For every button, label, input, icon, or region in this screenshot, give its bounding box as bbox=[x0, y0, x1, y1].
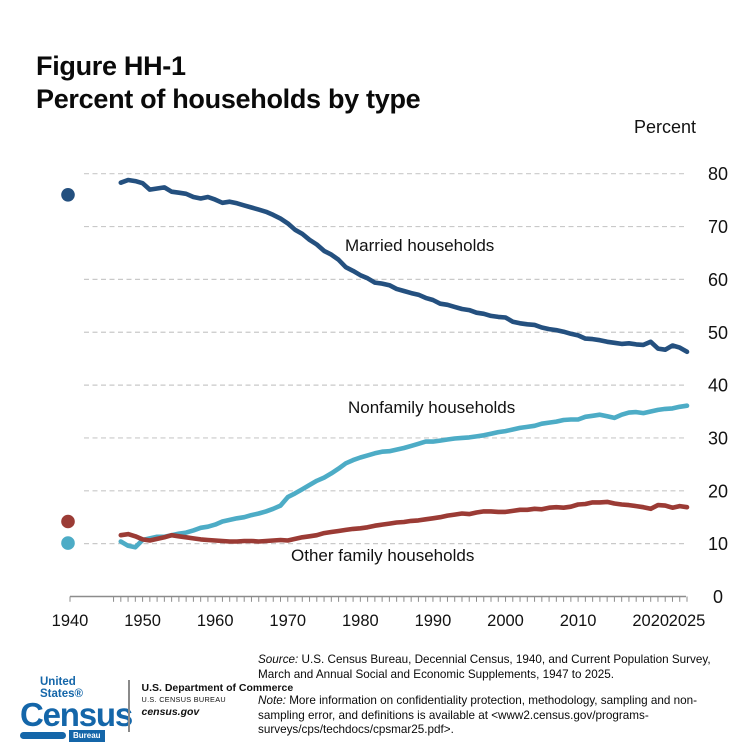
census-1940-dot-other-family-households bbox=[61, 514, 75, 529]
x-tick-label-1960: 1960 bbox=[197, 612, 234, 630]
y-tick-label-0: 0 bbox=[713, 587, 723, 607]
logo-divider bbox=[128, 680, 130, 732]
dept-of-commerce-text: U.S. Department of Commerce bbox=[141, 682, 294, 694]
x-tick-label-1970: 1970 bbox=[269, 612, 306, 630]
note-label: Note: bbox=[258, 694, 286, 708]
source-note: Source: U.S. Census Bureau, Decennial Ce… bbox=[258, 653, 728, 682]
logo-bar-row: Bureau bbox=[20, 730, 114, 742]
y-axis-title: Percent bbox=[634, 117, 696, 137]
source-label: Source: bbox=[258, 653, 299, 666]
census-1940-dots-layer bbox=[61, 188, 75, 550]
source-text: U.S. Census Bureau, Decennial Census, 19… bbox=[258, 653, 711, 681]
logo-census-wordmark: Census bbox=[20, 696, 133, 733]
census-bureau-logo: United States® Census Bureau bbox=[20, 676, 133, 742]
series-label-married: Married households bbox=[345, 236, 494, 255]
series-line-married-households bbox=[118, 177, 690, 355]
footer-branding: United States® Census Bureau U.S. Depart… bbox=[20, 676, 293, 742]
x-tick-label-1980: 1980 bbox=[342, 612, 379, 630]
x-tick-label-2020: 2020 bbox=[632, 612, 669, 630]
x-tick-label-2025: 2025 bbox=[669, 612, 706, 630]
series-lines-layer bbox=[118, 177, 690, 550]
x-tick-label-1950: 1950 bbox=[124, 612, 161, 630]
series-line-nonfamily-households bbox=[118, 403, 690, 550]
census-bureau-caps-text: U.S. CENSUS BUREAU bbox=[141, 695, 226, 704]
x-tick-label-1990: 1990 bbox=[415, 612, 452, 630]
x-tick-label-1940: 1940 bbox=[52, 612, 89, 630]
y-tick-label-10: 10 bbox=[708, 534, 728, 554]
logo-bureau-badge: Bureau bbox=[69, 730, 105, 742]
department-text-block: U.S. Department of Commerce U.S. CENSUS … bbox=[142, 676, 294, 718]
x-tick-labels-layer: 1940 1950 1960 1970 1980 1990 2000 2010 2020 2025 bbox=[52, 612, 706, 630]
gridlines-layer bbox=[84, 173, 686, 545]
y-tick-label-60: 60 bbox=[708, 270, 728, 290]
census-gov-text: census.gov bbox=[141, 706, 200, 718]
y-tick-label-40: 40 bbox=[708, 376, 728, 396]
x-tick-label-2010: 2010 bbox=[560, 612, 597, 630]
series-label-nonfamily: Nonfamily households bbox=[348, 398, 515, 417]
series-label-other-family: Other family households bbox=[291, 546, 474, 565]
figure-title-block: Figure HH-1 Percent of households by typ… bbox=[36, 50, 421, 116]
methodology-note: Note: More information on confidentialit… bbox=[258, 694, 728, 738]
y-tick-label-30: 30 bbox=[708, 428, 728, 448]
census-1940-dot-nonfamily-households bbox=[61, 536, 75, 550]
y-tick-label-20: 20 bbox=[708, 481, 728, 501]
y-tick-label-50: 50 bbox=[708, 323, 728, 343]
figure-number: Figure HH-1 bbox=[36, 51, 186, 81]
logo-underline-bar bbox=[20, 732, 66, 740]
figure-subtitle: Percent of households by type bbox=[36, 84, 421, 114]
y-tick-label-80: 80 bbox=[708, 164, 728, 184]
logo-united-states: United States® bbox=[40, 676, 83, 700]
census-1940-dot-married-households bbox=[61, 188, 75, 202]
y-tick-labels-layer: 0 10 20 30 40 50 60 70 80 bbox=[708, 164, 728, 607]
series-line-other-family-households bbox=[118, 499, 690, 544]
footnotes-block: Source: U.S. Census Bureau, Decennial Ce… bbox=[258, 653, 728, 738]
x-tick-label-2000: 2000 bbox=[487, 612, 524, 630]
note-text: More information on confidentiality prot… bbox=[258, 694, 697, 737]
y-tick-label-70: 70 bbox=[708, 217, 728, 237]
x-axis-layer bbox=[69, 595, 688, 602]
